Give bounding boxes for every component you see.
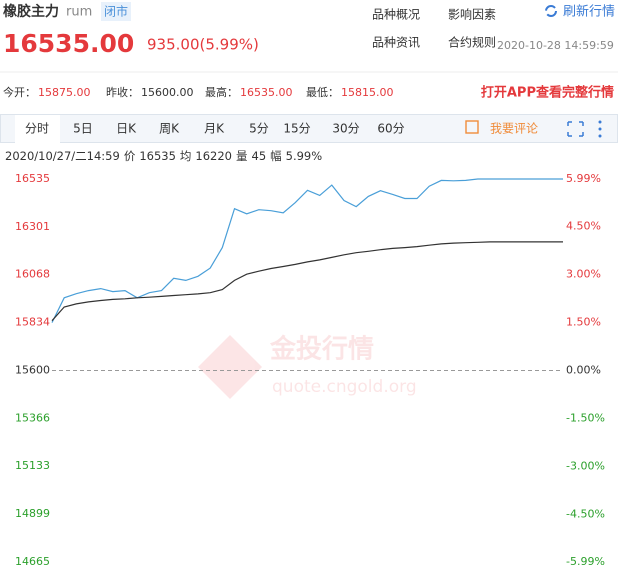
- price: 16535.00: [3, 29, 134, 58]
- y2-tick-label: 3.00%: [566, 268, 601, 281]
- info: 45: [252, 149, 267, 163]
- link[interactable]: 合约规则: [448, 35, 496, 50]
- y2-tick-label: -3.00%: [566, 459, 605, 472]
- link[interactable]: 品种资讯: [372, 36, 420, 50]
- info: 5.99%: [286, 149, 323, 163]
- y2-tick-label: 5.99%: [566, 172, 601, 185]
- stat-label: 最高：: [205, 85, 238, 99]
- info: 幅: [270, 149, 282, 163]
- stat-value: 15875.00: [38, 86, 91, 99]
- link[interactable]: 影响因素: [448, 7, 496, 22]
- menu-icon[interactable]: [598, 120, 602, 138]
- y2-tick-label: -4.50%: [566, 507, 605, 520]
- y-tick-label: 16535: [15, 172, 50, 185]
- active-tab: [15, 115, 60, 143]
- series-line: [51, 178, 563, 323]
- info: 量: [236, 149, 248, 163]
- tab[interactable]: 周K: [159, 122, 180, 136]
- y-tick-label: 15133: [15, 459, 50, 472]
- code: rum: [66, 5, 92, 20]
- y2-tick-label: -5.99%: [566, 555, 605, 568]
- y-tick-label: 15366: [15, 411, 50, 424]
- y2-tick-label: -1.50%: [566, 411, 605, 424]
- tab[interactable]: 日K: [116, 122, 137, 136]
- status: 闭市: [104, 4, 128, 19]
- tab[interactable]: 15分: [283, 122, 310, 136]
- tab[interactable]: 30分: [332, 122, 359, 136]
- tab[interactable]: 月K: [204, 122, 225, 136]
- y-tick-label: 16068: [15, 268, 50, 281]
- y-tick-label: 15834: [15, 316, 50, 329]
- info-line: 2020/10/27/二14:59 价 16535 均 16220 量 45 幅 5.99%: [5, 149, 322, 163]
- tab-bar: [0, 114, 618, 143]
- y-tick-label: 14899: [15, 507, 50, 520]
- tab[interactable]: 分时: [25, 122, 49, 136]
- refresh[interactable]: 刷新行情: [563, 4, 615, 20]
- stat-value: 15815.00: [341, 86, 394, 99]
- change: 935.00(5.99%): [147, 36, 259, 54]
- watermark-url: quote.cngold.org: [272, 377, 417, 397]
- tabs: 分时 5日 日K 周K 月K 5分 15分 30分 60分: [25, 122, 405, 136]
- watermark-title: 金投行情: [269, 334, 374, 365]
- status-badge: [101, 2, 131, 21]
- info: 16220: [195, 149, 232, 163]
- app-link[interactable]: 打开APP查看完整行情: [481, 85, 614, 101]
- info: 2020/10/27/二14:59: [5, 149, 120, 163]
- watermark: 金投行情 quote.cngold.org: [198, 334, 417, 399]
- info: 16535: [139, 149, 176, 163]
- series-line: [51, 241, 563, 322]
- y-tick-label: 15600: [15, 364, 50, 377]
- comment[interactable]: 我要评论: [490, 122, 538, 136]
- stat-label: 最低：: [306, 86, 339, 99]
- info: 均: [180, 149, 192, 163]
- stat-label: 昨收：: [106, 85, 139, 99]
- tab[interactable]: 60分: [377, 122, 404, 136]
- y2-tick-label: 0.00%: [566, 364, 601, 377]
- y2-tick-label: 4.50%: [566, 220, 601, 233]
- stat-value: 16535.00: [240, 86, 293, 99]
- tab[interactable]: 5分: [249, 122, 269, 136]
- expand-icon[interactable]: [567, 121, 584, 137]
- title: 橡胶主力: [3, 3, 59, 20]
- time: 2020-10-28 14:59:59: [497, 39, 614, 52]
- comment-icon[interactable]: [465, 120, 479, 134]
- y-tick-label: 16301: [15, 220, 50, 233]
- stat-value: 15600.00: [141, 86, 194, 99]
- y2-tick-label: 1.50%: [566, 316, 601, 329]
- stat-label: 今开：: [3, 85, 36, 99]
- info: 价: [124, 149, 136, 163]
- y-tick-label: 14665: [15, 555, 50, 568]
- tab[interactable]: 5日: [73, 122, 93, 136]
- refresh-icon[interactable]: [545, 5, 557, 17]
- link[interactable]: 品种概况: [372, 8, 420, 22]
